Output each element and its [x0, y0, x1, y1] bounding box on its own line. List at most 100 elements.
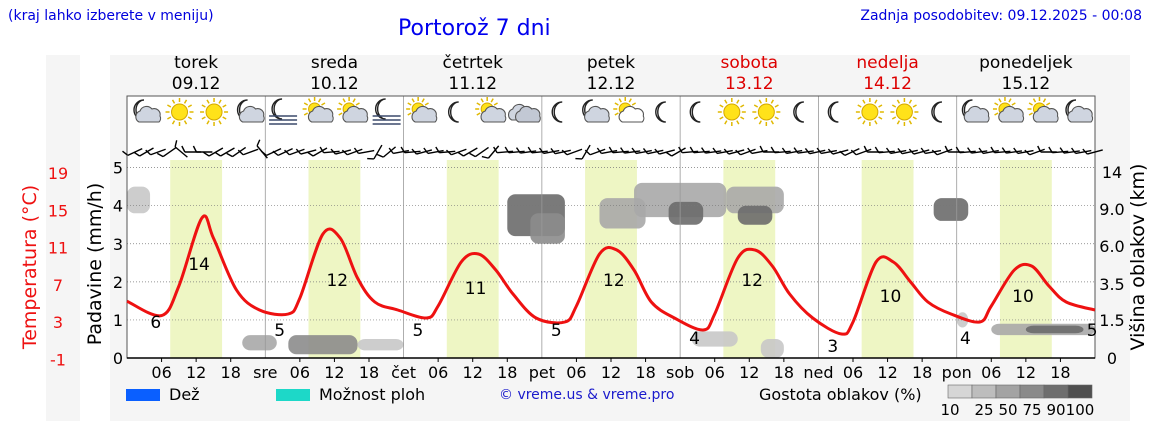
- x-hour-label: 12: [463, 363, 483, 382]
- sun-ray: [218, 120, 222, 125]
- cloud-layer: [933, 198, 969, 221]
- x-day-label: ned: [803, 363, 833, 382]
- wind-barb: [192, 145, 213, 153]
- moon-icon: [551, 101, 563, 123]
- sun-ray: [1028, 102, 1033, 106]
- x-hour-label: 12: [739, 363, 759, 382]
- sun-ray: [342, 98, 346, 103]
- daylight-band: [308, 160, 361, 358]
- moon-crescent: [827, 101, 839, 123]
- wind-feather: [376, 153, 384, 158]
- wind-barb: [122, 147, 143, 157]
- wind-shaft: [382, 146, 397, 158]
- wind-barb: [735, 148, 756, 156]
- wind-feather: [145, 149, 152, 156]
- wind-shaft: [543, 149, 560, 155]
- sun-ray: [407, 102, 412, 106]
- cloud-shape: [480, 105, 507, 123]
- sun-cloud-icon: [475, 97, 507, 123]
- wind-barb: [781, 147, 803, 155]
- wind-shaft: [475, 146, 489, 158]
- sun-ray: [183, 99, 188, 104]
- wind-barb: [850, 148, 872, 156]
- temperature-line: [126, 214, 1096, 336]
- sun-ray: [303, 112, 309, 116]
- wind-barb: [330, 148, 352, 155]
- wind-shaft: [774, 150, 791, 154]
- wind-shaft: [844, 147, 860, 157]
- wind-barb: [770, 146, 791, 154]
- wind-barb: [469, 146, 489, 158]
- sun-disc: [171, 103, 189, 121]
- wind-barb: [1048, 146, 1069, 154]
- wind-feather: [295, 148, 302, 155]
- sun-cloud-icon: [406, 97, 438, 123]
- copyright-link[interactable]: © vreme.us & vreme.pro: [499, 387, 675, 403]
- sun-ray: [201, 104, 206, 108]
- sun-ray: [424, 102, 429, 106]
- temperature-label: 4: [689, 329, 700, 349]
- sun-ray: [770, 99, 774, 104]
- sun-ray: [338, 102, 343, 106]
- wind-feather: [284, 149, 290, 156]
- wind-shaft: [358, 149, 375, 155]
- wind-shaft: [671, 147, 686, 157]
- wind-barb: [990, 146, 1011, 154]
- legend-rain-swatch: [126, 389, 160, 401]
- wind-barb: [214, 147, 235, 157]
- wind-feather: [575, 157, 583, 160]
- wind-shaft: [451, 148, 467, 156]
- wind-shaft: [220, 147, 235, 157]
- temperature-label: 5: [551, 321, 562, 341]
- wind-shaft: [531, 150, 548, 154]
- x-hour-label: 18: [497, 363, 517, 382]
- day-name: petek: [587, 53, 635, 73]
- sun-ray: [891, 104, 897, 108]
- wind-shaft: [404, 150, 421, 154]
- x-hour-label: 18: [635, 363, 655, 382]
- wind-feather: [781, 147, 787, 154]
- wind-barb: [457, 147, 478, 157]
- temperature-label: 5: [1087, 321, 1098, 341]
- sun-icon: [890, 98, 919, 126]
- wind-feather: [793, 147, 799, 154]
- temperature-label: 12: [741, 271, 763, 291]
- x-hour-label: 06: [151, 363, 171, 382]
- cloud-shape: [1032, 105, 1059, 123]
- cloud-shape: [1067, 105, 1094, 123]
- moon-crescent: [271, 98, 283, 120]
- cloud-shape: [135, 105, 162, 123]
- sun-ray: [1011, 102, 1016, 106]
- precipitation-tick: 0: [113, 349, 123, 368]
- wind-feather: [411, 148, 417, 155]
- x-hour-label: 06: [566, 363, 586, 382]
- x-hour-label: 06: [428, 363, 448, 382]
- temperature-label: 10: [880, 287, 902, 307]
- moon-icon: [827, 101, 839, 123]
- temperature-label: 5: [413, 321, 424, 341]
- sun-icon: [165, 98, 194, 126]
- wind-shaft: [612, 150, 629, 154]
- wind-barb: [481, 145, 500, 159]
- sun-ray: [912, 116, 917, 120]
- sun-ray: [736, 99, 740, 104]
- wind-shaft: [162, 146, 177, 158]
- wind-barb: [1001, 147, 1023, 154]
- wind-feather: [214, 151, 221, 157]
- wind-feather: [1037, 145, 1042, 153]
- x-day-label: čet: [391, 363, 416, 382]
- x-hour-label: 18: [774, 363, 794, 382]
- wind-feather: [1070, 147, 1077, 154]
- location-hint[interactable]: (kraj lahko izberete v meniju): [8, 8, 214, 24]
- wind-shaft: [740, 148, 756, 156]
- x-day-label: sob: [666, 363, 694, 382]
- wind-barb: [307, 147, 328, 157]
- sun-ray: [874, 99, 878, 104]
- wind-shaft: [797, 150, 814, 154]
- x-hour-label: 06: [290, 363, 310, 382]
- wind-shaft: [323, 150, 340, 154]
- wind-shaft: [705, 150, 722, 154]
- wind-barb: [747, 147, 768, 155]
- wind-barb: [1024, 148, 1045, 156]
- sun-ray: [878, 116, 883, 120]
